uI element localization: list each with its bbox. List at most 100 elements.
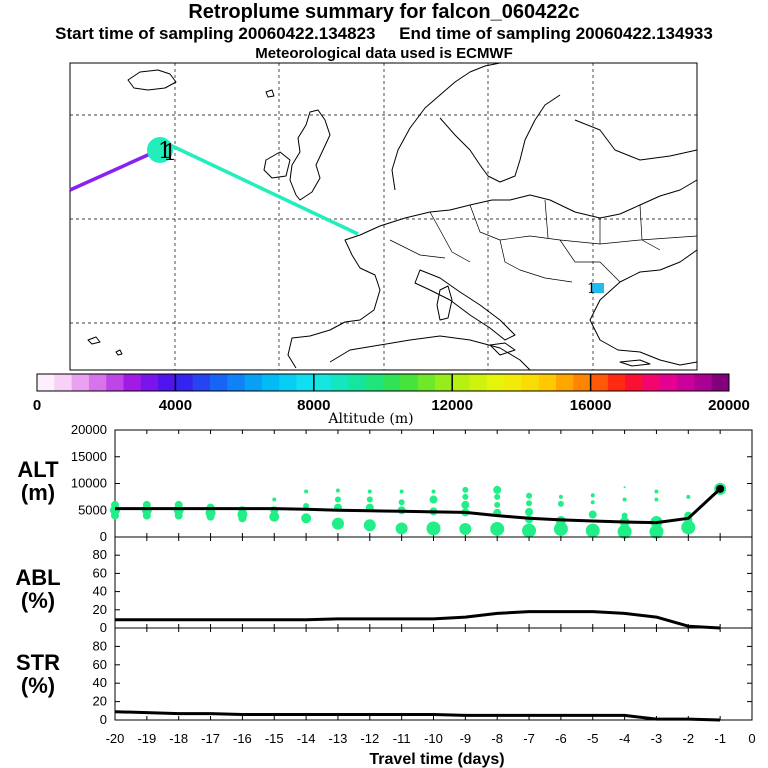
alt-y-tick-label: 0: [100, 529, 107, 544]
str-y-tick-label: 60: [93, 657, 107, 672]
coastlines: [87, 62, 698, 371]
str-panel-frame: [114, 627, 753, 721]
continent-coastline: [287, 179, 698, 369]
plume-point: [398, 499, 405, 506]
colorbar-cell: [400, 374, 419, 391]
plume-point: [553, 521, 568, 536]
plume-point: [174, 511, 183, 520]
plume-point: [431, 489, 436, 494]
colorbar-cell: [88, 374, 107, 391]
plume-point: [399, 489, 404, 494]
x-tick-label: -20: [106, 731, 125, 746]
plume-point: [522, 523, 537, 538]
x-tick-label: 0: [748, 731, 755, 746]
plume-point: [142, 511, 151, 520]
x-axis-title: Travel time (days): [369, 751, 504, 768]
plume-point: [686, 494, 691, 499]
x-tick-label: -4: [619, 731, 631, 746]
x-tick-label: -6: [555, 731, 567, 746]
plume-point: [462, 493, 469, 500]
plume-point: [301, 513, 312, 524]
abl-panel-ylabel: ABL: [15, 565, 60, 590]
colorbar-tick-label: 12000: [431, 397, 473, 414]
colorbar-cell: [71, 374, 90, 391]
colorbar-cell: [504, 374, 522, 391]
plume-point: [649, 524, 664, 539]
altitude-colorbar: 0 4000 8000 12000 16000 20000 Altitude (m): [33, 373, 750, 427]
x-tick-label: -17: [201, 731, 220, 746]
panel-y-titles: ALT (m) ABL (%) STR (%): [15, 457, 60, 698]
colorbar-cell: [434, 374, 453, 391]
colorbar-cell: [590, 374, 609, 391]
colorbar-cell: [538, 374, 557, 391]
alt-y-tick-label: 20000: [71, 422, 107, 437]
chart-title: Retroplume summary for falcon_060422c: [188, 1, 580, 23]
colorbar-frame: [36, 373, 730, 392]
abl-panel-ylabel-unit: (%): [21, 588, 55, 613]
alt-panel: 0 5000 10000 15000 20000: [71, 422, 753, 544]
x-tick-label: -5: [587, 731, 599, 746]
x-tick-label: -15: [265, 731, 284, 746]
str-panel: 0 20 40 60 80: [93, 627, 753, 727]
alt-series-line: [115, 487, 722, 525]
colorbar-cell: [625, 374, 643, 391]
colorbar-label: Altitude (m): [327, 411, 413, 427]
colorbar-cell: [417, 374, 436, 391]
plume-point: [588, 510, 597, 519]
map-panel: 1 1 1: [69, 62, 698, 371]
x-tick-label: -12: [360, 731, 379, 746]
plume-point: [366, 496, 373, 503]
time-series-panels: 0 5000 10000 15000 20000 0 20 40 60 80 0 20 40 60 80 -2…: [71, 422, 756, 746]
plume-point: [429, 495, 438, 504]
colorbar-cell: [227, 374, 246, 391]
x-tick-label: -13: [329, 731, 348, 746]
colorbar-cell: [556, 374, 574, 391]
plume-point: [111, 511, 119, 520]
iceland-coastline: [127, 69, 177, 91]
plume-point: [363, 519, 376, 532]
plume-point: [525, 507, 534, 516]
plume-point: [617, 524, 632, 539]
plume-point: [334, 496, 341, 503]
colorbar-cell: [573, 374, 592, 391]
abl-y-tick-label: 80: [93, 547, 107, 562]
x-tick-label: -19: [137, 731, 156, 746]
release-marker-label: 1: [587, 281, 596, 297]
plume-point: [238, 514, 247, 523]
plume-point: [459, 522, 472, 535]
colorbar-cell: [244, 374, 263, 391]
plume-point: [526, 500, 533, 507]
plume-point: [590, 493, 595, 498]
colorbar-cell: [123, 374, 142, 391]
alt-y-tick-label: 5000: [78, 502, 107, 517]
sicily-coastline: [489, 342, 516, 356]
x-tick-label: -9: [460, 731, 472, 746]
colorbar-cell: [711, 374, 730, 391]
colorbar-cell: [175, 374, 194, 391]
colorbar-cell: [642, 374, 661, 391]
abl-y-tick-label: 60: [93, 565, 107, 580]
colorbar-cells: [37, 374, 730, 391]
trajectory-label-1: 1: [158, 139, 172, 164]
colorbar-cell: [331, 374, 349, 391]
alt-panel-ylabel-unit: (m): [21, 480, 55, 505]
colorbar-tick-labels: 0 4000 8000 12000 16000 20000: [33, 374, 750, 414]
map-frame: [69, 62, 698, 371]
plume-point: [272, 497, 277, 502]
plume-point: [304, 489, 309, 494]
plume-point: [681, 520, 696, 535]
plume-point: [461, 500, 470, 509]
plume-point: [395, 522, 408, 535]
plume-point: [462, 486, 469, 493]
x-tick-label: -14: [297, 731, 316, 746]
plume-point: [490, 521, 505, 536]
abl-panel-frame: [114, 536, 753, 629]
colorbar-tick-label: 8000: [297, 397, 330, 414]
colorbar-cell: [348, 374, 367, 391]
plume-point: [335, 488, 340, 493]
crete-coastline: [619, 359, 651, 367]
colorbar-cell: [694, 374, 713, 391]
colorbar-cell: [486, 374, 505, 391]
colorbar-cell: [521, 374, 540, 391]
